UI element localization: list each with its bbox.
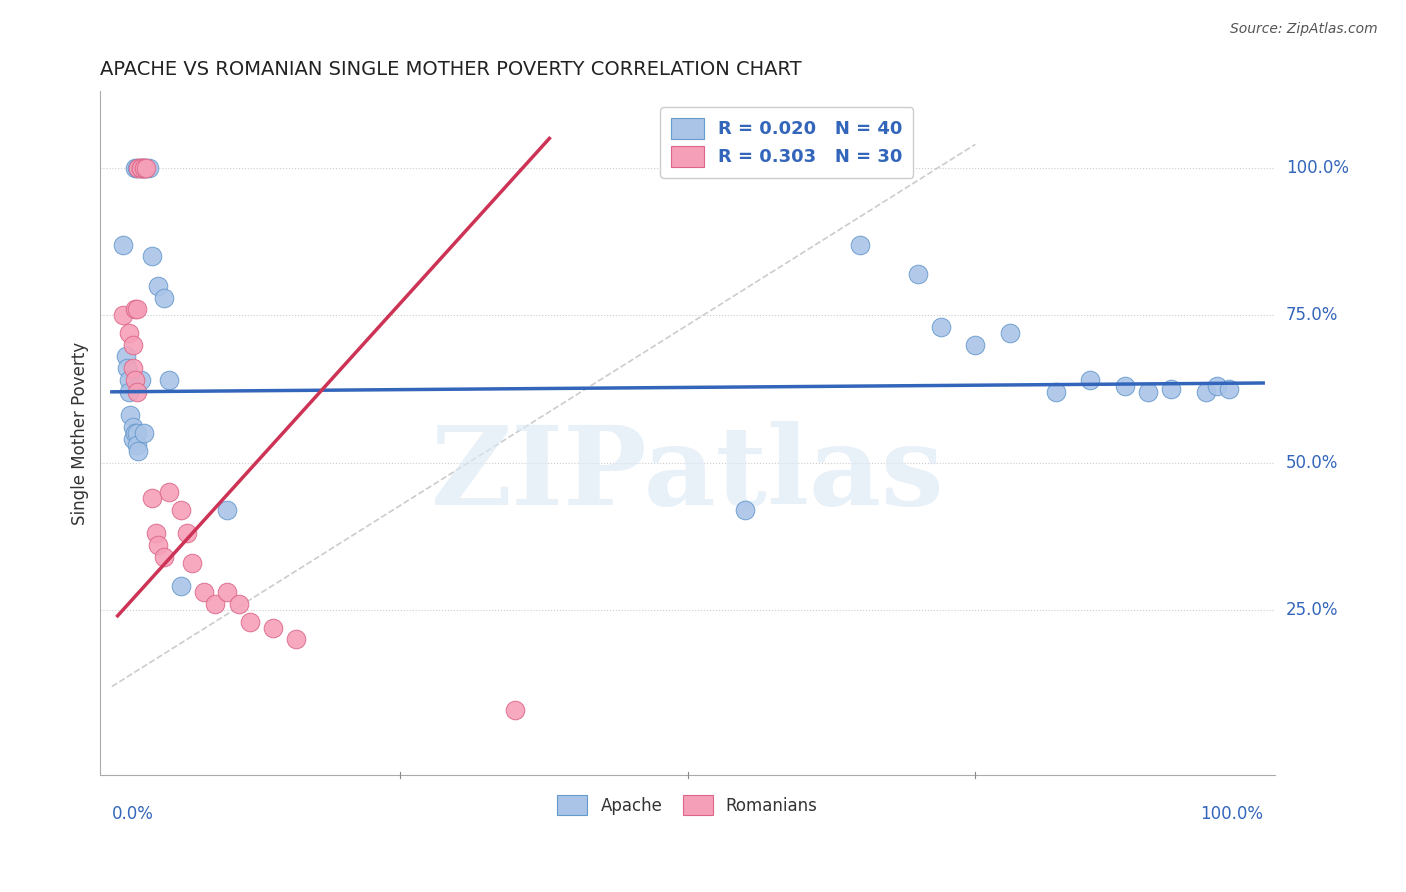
Legend: Apache, Romanians: Apache, Romanians — [551, 789, 824, 822]
Point — [1218, 382, 1240, 396]
Point — [1194, 384, 1216, 399]
Point — [141, 249, 163, 263]
Text: APACHE VS ROMANIAN SINGLE MOTHER POVERTY CORRELATION CHART: APACHE VS ROMANIAN SINGLE MOTHER POVERTY… — [100, 60, 801, 78]
Point — [1114, 379, 1136, 393]
Point — [285, 632, 308, 647]
Point — [159, 485, 181, 500]
Point — [129, 373, 152, 387]
Point — [129, 161, 152, 175]
Text: 75.0%: 75.0% — [1286, 306, 1339, 324]
Point — [170, 579, 193, 593]
Point — [121, 361, 143, 376]
Text: 100.0%: 100.0% — [1286, 159, 1348, 177]
Point — [204, 597, 226, 611]
Point — [1206, 379, 1229, 393]
Point — [129, 161, 152, 175]
Point — [135, 161, 157, 175]
Point — [124, 161, 146, 175]
Point — [152, 549, 174, 564]
Point — [152, 291, 174, 305]
Point — [127, 384, 149, 399]
Point — [141, 491, 163, 505]
Point — [124, 373, 146, 387]
Point — [127, 426, 149, 441]
Point — [998, 326, 1021, 340]
Point — [228, 597, 250, 611]
Point — [132, 161, 155, 175]
Point — [124, 426, 146, 441]
Point — [127, 443, 149, 458]
Point — [112, 308, 135, 322]
Point — [132, 161, 155, 175]
Text: 100.0%: 100.0% — [1201, 805, 1263, 823]
Point — [929, 320, 952, 334]
Point — [159, 373, 181, 387]
Point — [176, 526, 198, 541]
Point — [1137, 384, 1160, 399]
Point — [114, 350, 136, 364]
Point — [1045, 384, 1067, 399]
Point — [121, 432, 143, 446]
Point — [145, 526, 167, 541]
Point — [193, 585, 215, 599]
Point — [124, 302, 146, 317]
Point — [120, 409, 142, 423]
Point — [239, 615, 262, 629]
Point — [127, 302, 149, 317]
Point — [127, 161, 149, 175]
Point — [1080, 373, 1102, 387]
Point — [132, 161, 155, 175]
Point — [262, 621, 284, 635]
Point — [1160, 382, 1182, 396]
Point — [849, 237, 872, 252]
Point — [170, 502, 193, 516]
Text: 50.0%: 50.0% — [1286, 453, 1339, 472]
Point — [127, 438, 149, 452]
Point — [181, 556, 204, 570]
Point — [129, 161, 152, 175]
Point — [112, 237, 135, 252]
Point — [118, 326, 141, 340]
Point — [115, 361, 138, 376]
Y-axis label: Single Mother Poverty: Single Mother Poverty — [72, 342, 89, 524]
Point — [138, 161, 160, 175]
Point — [146, 278, 169, 293]
Point — [146, 538, 169, 552]
Point — [118, 384, 141, 399]
Point — [121, 420, 143, 434]
Point — [734, 502, 756, 516]
Text: ZIPatlas: ZIPatlas — [430, 421, 945, 527]
Point — [118, 373, 141, 387]
Point — [965, 337, 987, 351]
Point — [127, 161, 149, 175]
Point — [215, 502, 238, 516]
Point — [132, 426, 155, 441]
Point — [135, 161, 157, 175]
Text: 0.0%: 0.0% — [112, 805, 153, 823]
Point — [121, 337, 143, 351]
Text: Source: ZipAtlas.com: Source: ZipAtlas.com — [1230, 22, 1378, 37]
Point — [503, 703, 526, 717]
Point — [907, 267, 929, 281]
Point — [215, 585, 238, 599]
Text: 25.0%: 25.0% — [1286, 601, 1339, 619]
